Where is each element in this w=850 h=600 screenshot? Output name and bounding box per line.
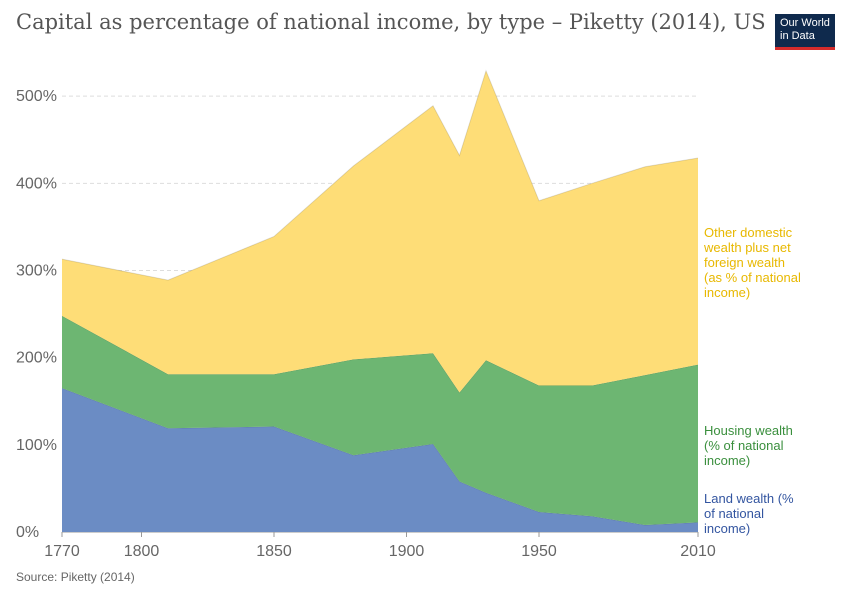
x-tick-label: 1900 (389, 543, 425, 560)
logo-line-2: in Data (780, 30, 815, 42)
legend: Other domestic wealth plus net foreign wea… (703, 225, 801, 536)
area-other[interactable] (62, 70, 698, 393)
legend-line: Land wealth (% (704, 491, 794, 506)
x-tick-label: 1770 (44, 543, 80, 560)
x-tick-label: 1850 (256, 543, 292, 560)
area-land[interactable] (62, 388, 698, 532)
x-tick-label: 1950 (521, 543, 557, 560)
y-tick-label: 100% (16, 437, 57, 454)
y-tick-label: 500% (16, 88, 57, 105)
source-note: Source: Piketty (2014) (16, 570, 135, 584)
y-tick-label: 0% (16, 524, 39, 541)
owid-logo[interactable]: Our World in Data (775, 14, 835, 50)
legend-line: income) (704, 521, 750, 536)
legend-line: (% of national (704, 438, 784, 453)
y-axis-ticks: 0% 100% 200% 300% 400% 500% (16, 88, 57, 541)
legend-line: income) (704, 453, 750, 468)
legend-line: income) (704, 285, 750, 300)
y-tick-label: 400% (16, 175, 57, 192)
y-tick-label: 200% (16, 350, 57, 367)
legend-land: Land wealth (% of national income) (704, 491, 794, 536)
area-housing[interactable] (62, 315, 698, 526)
legend-line: Housing wealth (704, 423, 793, 438)
x-tick-label: 1800 (124, 543, 160, 560)
legend-line: Other domestic (704, 225, 793, 240)
legend-line: wealth plus net (703, 240, 791, 255)
legend-other: Other domestic wealth plus net foreign wea… (703, 225, 801, 300)
y-tick-label: 300% (16, 262, 57, 279)
x-axis-ticks: 1770 1800 1850 1900 1950 2010 (44, 532, 716, 560)
area-edge-other (61, 69, 699, 281)
x-tick-label: 2010 (680, 543, 716, 560)
legend-line: (as % of national (704, 270, 801, 285)
legend-line: foreign wealth (704, 255, 785, 270)
logo-line-1: Our World (780, 17, 830, 29)
chart-title: Capital as percentage of national income… (16, 10, 766, 34)
legend-housing: Housing wealth (% of national income) (704, 423, 793, 468)
legend-line: of national (704, 506, 764, 521)
area-series (61, 69, 699, 532)
